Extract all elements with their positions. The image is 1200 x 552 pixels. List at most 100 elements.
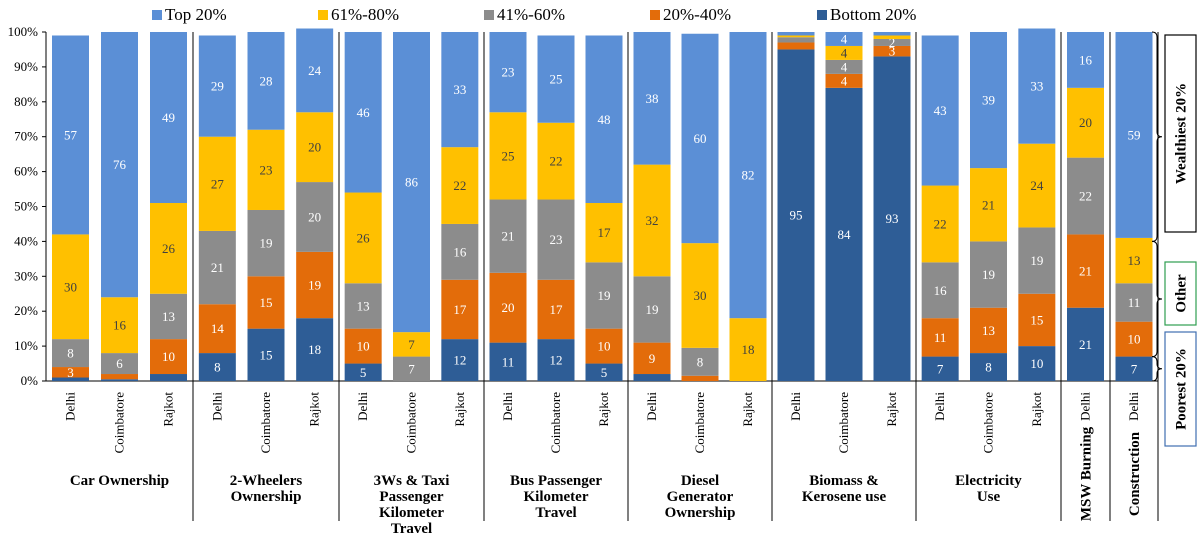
bar-rajkot: 12 17 16 22 33 Rajkot [441,32,479,427]
group-label: Ownership [231,489,302,505]
legend-label: 61%-80% [331,5,399,24]
data-label-top-20: 76 [113,157,127,172]
bar-delhi: 95 Delhi [777,32,815,421]
bar-delhi: 9 19 32 38 Delhi [633,32,671,421]
segment-bottom-20 [1018,346,1056,381]
legend-item-top-20: Top 20% [152,5,227,24]
group-label: MSW Burning [1079,426,1095,521]
category-label: Rajkot [161,392,176,427]
segment-top-20 [873,32,911,36]
bar-rajkot: 10 13 26 49 Rajkot [150,32,187,427]
data-label-bottom-20: 93 [886,211,899,226]
group-label: 3Ws & Taxi [374,473,450,489]
data-label-41-60: 19 [982,267,995,282]
category-label: Coimbatore [258,392,273,454]
segment-61-80 [1018,143,1056,228]
segment-61-80 [585,203,623,263]
segment-top-20 [921,35,959,186]
data-label-20-40: 15 [260,295,273,310]
bar-delhi: 5 10 13 26 46 Delhi [344,32,382,421]
category-label: Delhi [788,392,803,421]
segment-bottom-20 [52,377,89,381]
segment-bottom-20 [296,318,334,381]
segment-41-60 [393,356,430,381]
data-label-20-40: 14 [211,321,225,336]
group-label: Travel [535,505,576,521]
group-3ws-taxi-passenger-kilometer-travel: 5 10 13 26 46 Delhi 7 7 86 Coimbatore 12 17 16 22 33 Ra… [344,32,485,537]
segment-bottom-20 [970,353,1007,381]
segment-bottom-20 [1115,356,1153,381]
legend-label: Bottom 20% [830,5,916,24]
segment-bottom-20 [247,328,285,381]
segment-top-20 [52,35,89,235]
segment-61-80 [873,35,911,39]
segment-20-40 [247,276,285,329]
data-label-top-20: 39 [982,93,995,108]
data-label-61-80: 7 [408,337,415,352]
side-label-box [1164,331,1197,447]
side-label-box [1164,34,1197,233]
segment-20-40 [101,374,138,380]
category-label: Delhi [644,392,659,421]
data-label-bottom-20: 12 [550,353,563,368]
segment-41-60 [1115,283,1153,322]
y-tick-label: 40% [14,233,38,248]
category-label: Coimbatore [836,392,851,454]
segment-20-40 [52,367,89,378]
segment-20-40 [681,375,719,381]
data-label-bottom-20: 11 [502,354,515,369]
brace [1151,356,1163,382]
segment-20-40 [489,272,527,343]
segment-61-80 [393,332,430,357]
category-label: Coimbatore [404,392,419,454]
side-label-poorest-20: Poorest 20% [1151,331,1197,447]
group-label: Car Ownership [70,473,169,489]
y-tick-label: 70% [14,129,38,144]
group-car-ownership: 3 8 30 57 Delhi 6 16 76 Coimbatore 10 13 26 49 Rajkot… [52,32,194,521]
legend-item-41-60: 41%-60% [484,5,565,24]
data-label-61-80: 23 [260,162,273,177]
data-label-61-80: 22 [550,154,563,169]
group-label: Kilometer [379,505,444,521]
data-label-top-20: 46 [357,105,371,120]
data-label-61-80: 18 [742,342,755,357]
data-label-41-60: 13 [357,298,370,313]
segment-61-80 [150,203,187,294]
data-label-61-80: 20 [308,140,321,155]
y-tick-label: 20% [14,303,38,318]
segment-20-40 [585,328,623,364]
segment-61-80 [101,297,138,354]
segment-41-60 [537,199,575,280]
segment-61-80 [296,112,334,183]
segment-61-80 [489,112,527,200]
category-label: Delhi [932,392,947,421]
data-label-41-60: 7 [408,361,415,376]
group-label: Travel [391,521,432,537]
data-label-top-20: 82 [742,168,755,183]
data-label-top-20: 16 [1079,52,1093,67]
segment-20-40 [633,342,671,375]
segment-41-60 [489,199,527,273]
data-label-top-20: 49 [162,110,175,125]
category-label: Rajkot [1029,392,1044,427]
segment-61-80 [825,45,863,60]
segment-top-20 [198,35,236,137]
segment-41-60 [633,276,671,343]
data-label-61-80: 26 [162,241,176,256]
data-label-41-60: 11 [1128,295,1141,310]
segment-61-80 [441,147,479,224]
bar-rajkot: 18 19 20 20 24 Rajkot [296,28,334,427]
segment-61-80 [633,164,671,277]
segment-bottom-20 [873,56,911,382]
data-label-top-20: 60 [694,131,707,146]
segment-top-20 [296,28,334,113]
segment-61-80 [198,136,236,231]
y-tick-label: 30% [14,268,38,283]
segment-41-60 [198,230,236,305]
segment-20-40 [441,279,479,340]
data-label-41-60: 23 [550,232,563,247]
segment-top-20 [681,33,719,244]
y-tick-label: 100% [8,24,39,39]
data-label-61-80: 26 [357,230,371,245]
